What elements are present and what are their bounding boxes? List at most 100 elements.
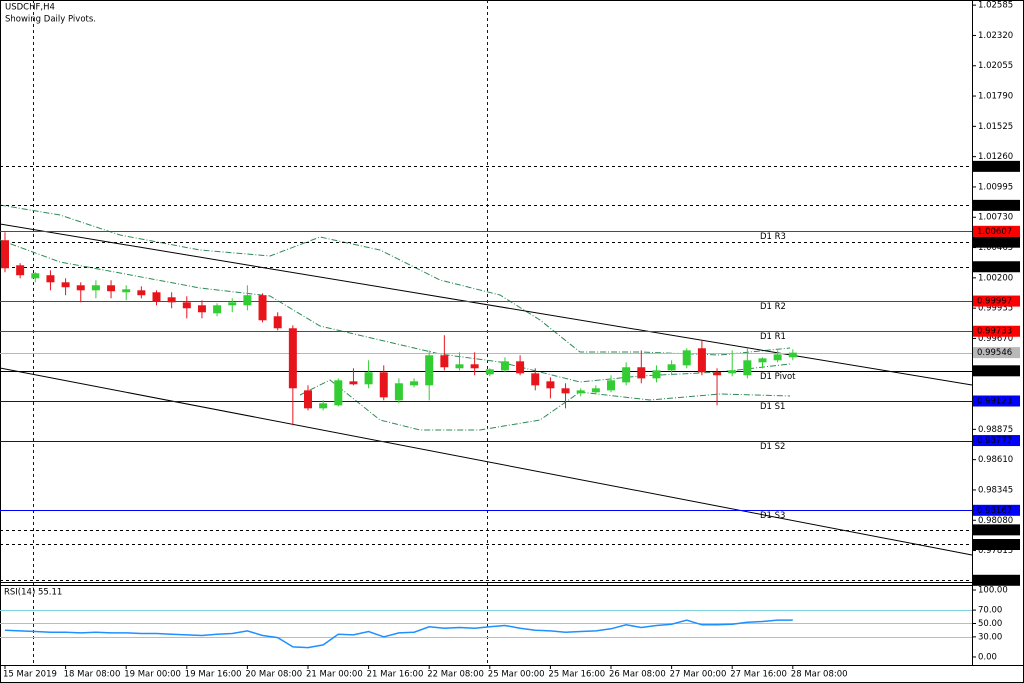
x-tick-label: 26 Mar 08:00 xyxy=(609,670,666,680)
y-tick-label: 70.00 xyxy=(978,606,1002,616)
x-tick-label: 21 Mar 00:00 xyxy=(306,670,363,680)
candle-body xyxy=(61,282,70,288)
pivot-name: D1 S1 xyxy=(760,402,785,412)
candle-body xyxy=(470,364,479,369)
pivot-name: D1 S2 xyxy=(760,442,785,452)
x-tick-label: 27 Mar 00:00 xyxy=(670,670,727,680)
candle-body xyxy=(304,390,312,409)
price-line-box xyxy=(973,574,1020,586)
x-tick-label: 25 Mar 00:00 xyxy=(488,670,545,680)
candle-body xyxy=(288,328,297,389)
price-line-label: 1.00297 xyxy=(977,262,1012,272)
y-tick-label: 1.00995 xyxy=(978,182,1013,192)
candle-body xyxy=(773,354,782,361)
candle-body xyxy=(758,358,767,363)
pivot-name: D1 S3 xyxy=(760,511,785,521)
y-tick-label: 1.02320 xyxy=(978,31,1013,41)
candle-body xyxy=(667,364,676,371)
candle-body xyxy=(76,285,85,291)
candle-body xyxy=(728,370,737,374)
price-line-box xyxy=(973,199,1020,211)
pivot-label: 0.99997 xyxy=(977,297,1012,307)
x-tick-label: 25 Mar 16:00 xyxy=(548,670,605,680)
y-tick-label: 0.99935 xyxy=(978,304,1013,314)
candle-body xyxy=(531,373,540,386)
x-tick-label: 28 Mar 08:00 xyxy=(791,670,848,680)
candle-body xyxy=(273,316,282,329)
y-tick-label: 1.01260 xyxy=(978,152,1013,162)
candle-body xyxy=(500,361,509,371)
candle-body xyxy=(591,388,600,393)
y-tick-label: 0.97815 xyxy=(978,546,1013,556)
y-tick-label: 0.98345 xyxy=(978,485,1013,495)
x-tick-label: 27 Mar 16:00 xyxy=(730,670,787,680)
candle-body xyxy=(107,285,116,292)
pivot-box xyxy=(973,365,1020,377)
y-tick-label: 0.98610 xyxy=(978,455,1013,465)
x-tick-label: 15 Mar 2019 xyxy=(3,670,57,680)
pivot-label: 0.98167 xyxy=(977,506,1012,516)
candle-body xyxy=(167,297,176,303)
candle-body xyxy=(16,265,25,276)
pivot-box xyxy=(973,295,1020,307)
candle-body xyxy=(637,367,646,379)
pivot-box xyxy=(973,504,1020,516)
candle-body xyxy=(425,355,434,386)
candle-body xyxy=(122,289,131,293)
candle-body xyxy=(622,367,631,383)
pivot-box xyxy=(973,435,1020,447)
pivot-label: 0.99387 xyxy=(977,366,1012,376)
candle-body xyxy=(228,302,237,306)
pivot-label: 0.98777 xyxy=(977,436,1012,446)
pivot-name: D1 Pivot xyxy=(760,372,796,382)
candle-body xyxy=(379,372,388,398)
chart-subtitle: Showing Daily Pivots. xyxy=(5,15,96,25)
candle-body xyxy=(182,302,191,309)
x-tick-label: 19 Mar 16:00 xyxy=(185,670,242,680)
candle-body xyxy=(410,381,419,386)
y-tick-label: 0.00 xyxy=(978,652,997,662)
y-tick-label: 30.00 xyxy=(978,632,1002,642)
pivot-name: D1 R3 xyxy=(760,232,786,242)
pivot-box xyxy=(973,395,1020,407)
candle-body xyxy=(394,383,403,401)
candle-body xyxy=(137,290,146,296)
x-tick-label: 18 Mar 08:00 xyxy=(64,670,121,680)
envelope-upper xyxy=(0,204,791,356)
candle-body xyxy=(440,355,449,368)
x-tick-label: 20 Mar 08:00 xyxy=(245,670,302,680)
candle-body xyxy=(743,360,752,376)
price-line-box xyxy=(973,524,1020,536)
y-tick-label: 0.99670 xyxy=(978,334,1013,344)
price-line-label: 1.01175 xyxy=(977,162,1012,172)
price-line-label: 1.00834 xyxy=(977,201,1012,211)
candle-body xyxy=(713,372,722,376)
candle-body xyxy=(652,370,661,379)
x-tick-label: 21 Mar 16:00 xyxy=(367,670,424,680)
candle-body xyxy=(91,285,100,291)
price-line-box xyxy=(973,236,1020,248)
pivot-name: D1 R2 xyxy=(760,302,786,312)
candle-body xyxy=(607,380,615,391)
pivot-label: 0.99123 xyxy=(977,396,1012,406)
price-line-box xyxy=(973,160,1020,172)
y-tick-label: 100.00 xyxy=(978,586,1008,596)
pivot-name: D1 R1 xyxy=(760,332,786,342)
candle-body xyxy=(1,240,9,269)
current-price-label: 0.99546 xyxy=(977,348,1012,358)
rsi-line xyxy=(4,619,793,649)
price-line-label: 1.00512 xyxy=(977,238,1012,248)
y-tick-label: 1.00730 xyxy=(978,213,1013,223)
candle-body xyxy=(197,305,206,313)
y-tick-label: 1.00465 xyxy=(978,243,1013,253)
trend-line xyxy=(0,367,973,556)
candle-body xyxy=(334,380,343,406)
y-tick-label: 0.98080 xyxy=(978,516,1013,526)
rsi-title: RSI(14) 55.11 xyxy=(4,588,62,598)
price-line-label: 0.97996 xyxy=(977,525,1012,535)
price-line-box xyxy=(973,261,1020,273)
pivot-box xyxy=(973,225,1020,237)
pivot-label: 1.00607 xyxy=(977,227,1012,237)
